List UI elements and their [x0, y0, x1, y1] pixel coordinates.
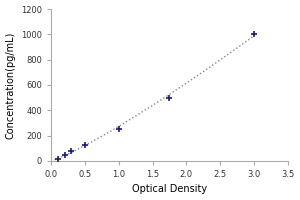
- X-axis label: Optical Density: Optical Density: [132, 184, 207, 194]
- Y-axis label: Concentration(pg/mL): Concentration(pg/mL): [6, 31, 16, 139]
